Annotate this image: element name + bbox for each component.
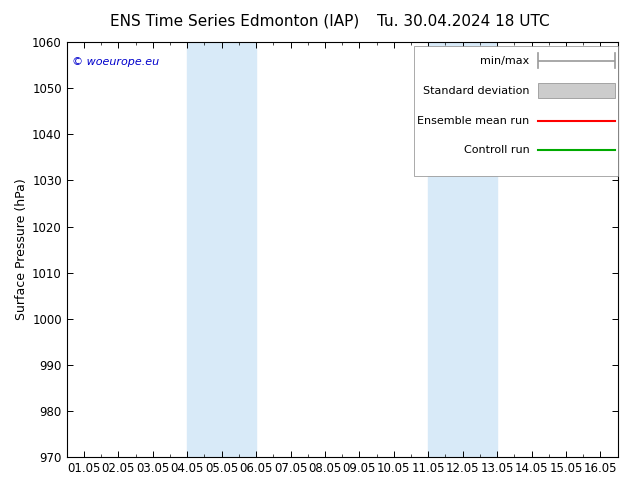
Bar bbox=[538, 83, 615, 98]
Text: Standard deviation: Standard deviation bbox=[423, 86, 529, 96]
Text: © woeurope.eu: © woeurope.eu bbox=[72, 56, 159, 67]
Bar bbox=[428, 42, 497, 457]
Y-axis label: Surface Pressure (hPa): Surface Pressure (hPa) bbox=[15, 179, 28, 320]
Text: min/max: min/max bbox=[480, 56, 529, 66]
Text: Ensemble mean run: Ensemble mean run bbox=[417, 116, 529, 125]
Text: ENS Time Series Edmonton (IAP): ENS Time Series Edmonton (IAP) bbox=[110, 14, 359, 29]
Bar bbox=[187, 42, 256, 457]
Text: Controll run: Controll run bbox=[463, 146, 529, 155]
FancyBboxPatch shape bbox=[414, 46, 618, 176]
Text: Tu. 30.04.2024 18 UTC: Tu. 30.04.2024 18 UTC bbox=[377, 14, 549, 29]
